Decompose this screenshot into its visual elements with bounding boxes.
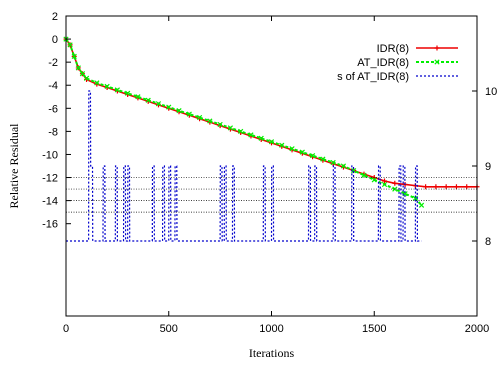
data-point [79,71,86,77]
data-point [258,135,264,141]
y-ticks: 2 0 -2 -4 -6 -8 -10 -12 -14 -16 [42,11,71,231]
legend-label: IDR(8) [377,43,409,55]
data-point [238,128,244,135]
data-point [279,142,285,148]
data-point [196,114,203,121]
data-point [67,42,73,48]
y-tick-label: 2 [52,11,58,23]
data-point [381,181,388,188]
data-point [125,90,131,96]
y-tick-label: -4 [48,80,58,92]
data-point [268,139,275,145]
data-point [453,184,459,190]
x-tick-label: 2000 [465,323,489,335]
x-axis-label: Iterations [249,346,295,360]
data-point [330,159,336,166]
data-point [145,97,151,103]
data-point [371,177,377,183]
data-point [464,184,470,190]
data-point [382,178,388,184]
data-point [392,186,398,192]
data-point [176,107,182,114]
data-point [186,111,192,117]
data-point [207,118,213,124]
y2-tick-label: 10 [485,86,497,98]
y-tick-label: -16 [42,219,58,231]
y2-tick-label: 9 [485,161,491,173]
series-2 [66,90,422,242]
data-point [217,121,223,128]
data-point [351,167,357,174]
series-line [65,38,477,188]
data-point [94,80,100,86]
reference-lines [66,177,477,213]
data-point [289,146,295,152]
x-tick-label: 500 [160,323,178,335]
legend: IDR(8) AT_IDR(8)s of AT_IDR(8) [337,43,458,83]
data-point [418,202,425,208]
legend-label: s of AT_IDR(8) [337,71,409,83]
y2-ticks: 8 9 10 [472,86,497,248]
data-point [412,195,418,201]
data-point [443,184,449,190]
data-point [104,83,110,90]
data-point [320,156,326,162]
data-point [83,75,90,81]
data-point [423,184,429,190]
x-tick-label: 0 [63,323,69,335]
x-tick-label: 1500 [362,323,386,335]
data-point [392,180,398,186]
y2-tick-label: 8 [485,236,491,248]
data-point [166,104,172,110]
legend-label: AT_IDR(8) [357,57,409,69]
y-axis-label: Relative Residual [7,123,21,209]
data-point [340,163,347,169]
data-point [299,149,305,155]
data-point [75,65,81,71]
x-tick-label: 1000 [259,323,283,335]
y-tick-label: -6 [48,103,58,115]
data-point [71,53,77,60]
y-tick-label: -10 [42,149,58,161]
data-point [433,184,439,190]
series-1 [63,36,425,208]
series-layer [63,36,480,242]
series-line [66,90,422,242]
x-ticks: 0 500 1000 1500 2000 [63,16,489,335]
y-tick-label: -12 [42,173,58,185]
legend-marker [434,45,440,51]
data-point [361,172,367,178]
legend-marker [434,59,440,65]
y-tick-label: 0 [52,34,58,46]
data-point [155,101,162,107]
data-point [227,125,234,131]
y-tick-label: -2 [48,57,58,69]
y-tick-label: -14 [42,196,58,208]
data-point [114,87,120,93]
data-point [248,132,254,138]
y-tick-label: -8 [48,126,58,138]
data-point [309,152,316,159]
data-point [135,94,141,100]
